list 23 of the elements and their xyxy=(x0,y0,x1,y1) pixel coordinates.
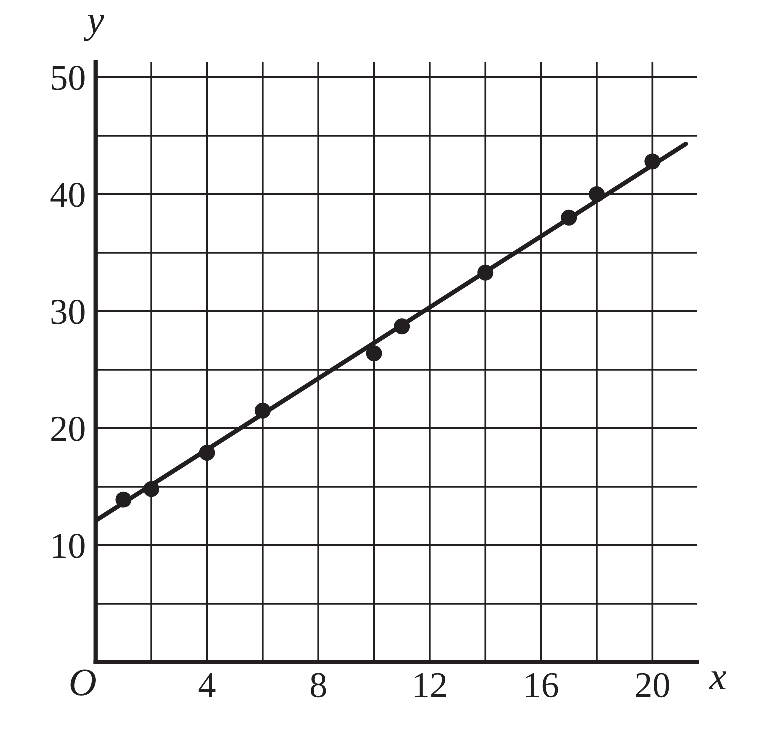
point xyxy=(254,402,271,419)
point xyxy=(478,264,494,281)
x-tick-label: 20 xyxy=(636,673,670,698)
x-tick-label: 4 xyxy=(198,673,216,698)
x-tick-label: 12 xyxy=(415,673,446,698)
point xyxy=(561,210,578,226)
y-tick-label: 10 xyxy=(53,534,85,558)
y-axis-title: y xyxy=(84,14,105,42)
point xyxy=(589,186,605,202)
text: O xyxy=(70,670,96,696)
point xyxy=(199,445,216,461)
x-tick-label: 8 xyxy=(310,673,326,698)
y-tick-label: 20 xyxy=(52,416,85,442)
point xyxy=(644,154,661,170)
y-tick-label: 50 xyxy=(52,66,85,90)
y-tick-label: 40 xyxy=(50,182,85,208)
point xyxy=(116,492,132,508)
x-tick-label: 16 xyxy=(526,673,558,698)
x-axis-title: x xyxy=(709,672,727,690)
point xyxy=(394,318,410,335)
point xyxy=(366,346,382,362)
point xyxy=(144,481,160,498)
y-tick-label: 30 xyxy=(52,300,85,324)
